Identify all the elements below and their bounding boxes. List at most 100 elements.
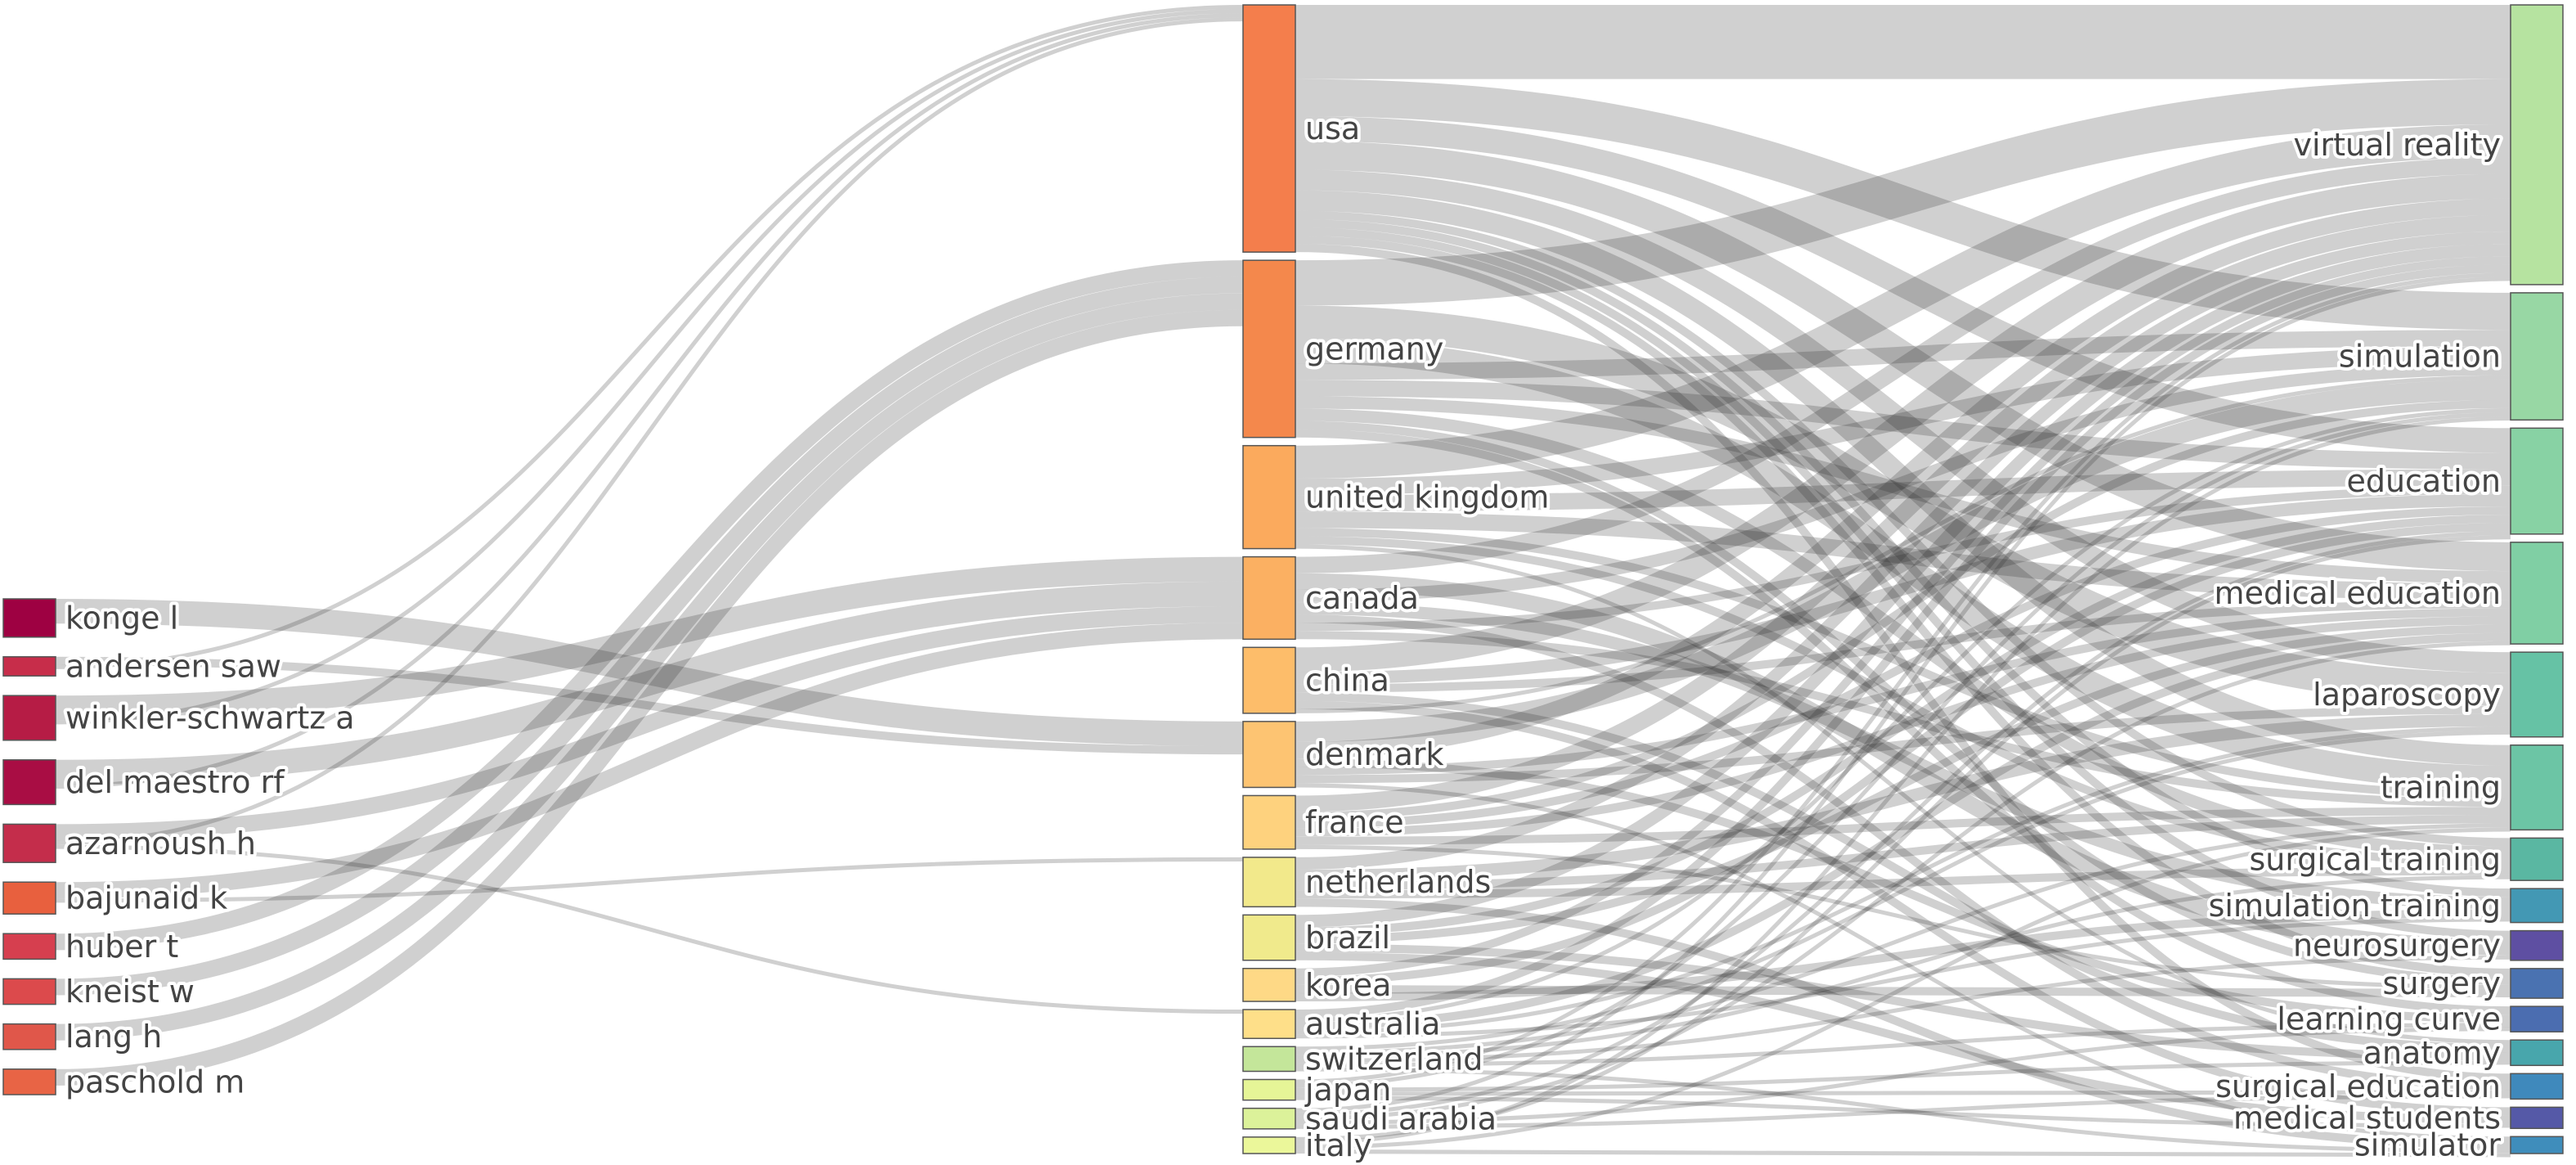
link-saudi-arabia-to-virtual-reality[interactable] — [1295, 277, 2511, 1113]
link-italy-to-simulation[interactable] — [1295, 416, 2511, 1145]
link-germany-to-surgery[interactable] — [1295, 421, 2511, 986]
node-huber-t[interactable] — [2, 933, 56, 960]
link-netherlands-to-training[interactable] — [1295, 815, 2511, 891]
node-andersen-saw[interactable] — [2, 656, 56, 677]
link-germany-to-education[interactable] — [1295, 380, 2511, 470]
node-kneist-w[interactable] — [2, 978, 56, 1005]
node-medical-students[interactable] — [2510, 1106, 2564, 1130]
link-united-kingdom-to-virtual-reality[interactable] — [1295, 124, 2511, 479]
node-united-kingdom[interactable] — [1242, 444, 1296, 550]
node-simulation-training[interactable] — [2510, 888, 2564, 924]
link-switzerland-to-simulator[interactable] — [1295, 1067, 2511, 1154]
link-usa-to-training[interactable] — [1295, 190, 2511, 766]
link-andersen-saw-to-usa[interactable] — [55, 4, 1244, 669]
link-france-to-virtual-reality[interactable] — [1295, 214, 2511, 812]
link-brazil-to-medical-education[interactable] — [1295, 624, 2511, 944]
link-canada-to-simulation-training[interactable] — [1295, 601, 2511, 910]
link-brazil-to-medical-students[interactable] — [1295, 951, 2511, 1124]
link-netherlands-to-surgical-training[interactable] — [1295, 866, 2511, 899]
link-canada-to-virtual-reality[interactable] — [1295, 157, 2511, 574]
link-canada-to-surgical-education[interactable] — [1295, 614, 2511, 1091]
link-azarnoush-h-to-australia[interactable] — [55, 844, 1244, 1014]
link-bajunaid-k-to-netherlands[interactable] — [55, 857, 1244, 903]
node-brazil[interactable] — [1242, 914, 1296, 961]
link-australia-to-medical-education[interactable] — [1295, 632, 2511, 1031]
link-netherlands-to-simulator[interactable] — [1295, 898, 2511, 1149]
link-canada-to-training[interactable] — [1295, 631, 2511, 807]
link-denmark-to-simulator[interactable] — [1295, 783, 2511, 1141]
node-training[interactable] — [2510, 744, 2564, 831]
node-surgery[interactable] — [2510, 968, 2564, 999]
link-huber-t-to-germany[interactable] — [55, 260, 1244, 951]
node-surgical-training[interactable] — [2510, 837, 2564, 881]
link-australia-to-simulation[interactable] — [1295, 407, 2511, 1023]
node-japan[interactable] — [1242, 1078, 1296, 1101]
link-germany-to-medical-education[interactable] — [1295, 396, 2511, 584]
link-canada-to-simulation[interactable] — [1295, 362, 2511, 602]
link-italy-to-simulator[interactable] — [1295, 1149, 2511, 1158]
link-switzerland-to-learning-curve[interactable] — [1295, 1023, 2511, 1068]
node-germany[interactable] — [1242, 259, 1296, 439]
link-winkler-schwartz-a-to-canada[interactable] — [55, 556, 1244, 721]
link-australia-to-simulation-training[interactable] — [1295, 917, 2511, 1039]
link-saudi-arabia-to-medical-education[interactable] — [1295, 641, 2511, 1121]
link-united-kingdom-to-simulation[interactable] — [1295, 346, 2511, 496]
link-konge-l-to-denmark[interactable] — [55, 598, 1244, 747]
node-konge-l[interactable] — [2, 598, 56, 638]
node-winkler-schwartz-a[interactable] — [2, 695, 56, 741]
link-denmark-to-simulation[interactable] — [1295, 379, 2511, 743]
link-china-to-anatomy[interactable] — [1295, 692, 2511, 1053]
link-japan-to-surgical-education[interactable] — [1295, 1090, 2511, 1096]
link-united-kingdom-to-education[interactable] — [1295, 469, 2511, 512]
node-saudi-arabia[interactable] — [1242, 1107, 1296, 1130]
link-japan-to-medical-students[interactable] — [1295, 1095, 2511, 1128]
link-switzerland-to-laparoscopy[interactable] — [1295, 730, 2511, 1051]
link-united-kingdom-to-anatomy[interactable] — [1295, 544, 2511, 1045]
node-bajunaid-k[interactable] — [2, 881, 56, 915]
link-saudi-arabia-to-learning-curve[interactable] — [1295, 1027, 2511, 1125]
link-paschold-m-to-germany[interactable] — [55, 309, 1244, 1086]
link-united-kingdom-to-training[interactable] — [1295, 528, 2511, 799]
link-switzerland-to-surgical-training[interactable] — [1295, 875, 2511, 1059]
link-germany-to-simulation[interactable] — [1295, 330, 2511, 380]
node-surgical-education[interactable] — [2510, 1073, 2564, 1100]
link-germany-to-surgical-training[interactable] — [1295, 408, 2511, 859]
link-azarnoush-h-to-usa[interactable] — [55, 17, 1244, 845]
node-china[interactable] — [1242, 646, 1296, 714]
link-del-maestro-rf-to-usa[interactable] — [55, 13, 1244, 789]
link-usa-to-surgery[interactable] — [1295, 236, 2511, 977]
node-france[interactable] — [1242, 794, 1296, 850]
link-denmark-to-learning-curve[interactable] — [1295, 758, 2511, 1023]
node-simulation[interactable] — [2510, 292, 2564, 421]
link-germany-to-learning-curve[interactable] — [1295, 429, 2511, 1015]
link-korea-to-virtual-reality[interactable] — [1295, 256, 2511, 977]
node-neurosurgery[interactable] — [2510, 929, 2564, 961]
link-winkler-schwartz-a-to-usa[interactable] — [55, 9, 1244, 725]
node-italy[interactable] — [1242, 1136, 1296, 1154]
node-laparoscopy[interactable] — [2510, 651, 2564, 738]
link-france-to-training[interactable] — [1295, 807, 2511, 845]
link-brazil-to-virtual-reality[interactable] — [1295, 244, 2511, 928]
link-canada-to-education[interactable] — [1295, 485, 2511, 632]
link-germany-to-laparoscopy[interactable] — [1295, 305, 2511, 706]
link-brazil-to-anatomy[interactable] — [1295, 943, 2511, 1061]
link-france-to-simulation[interactable] — [1295, 399, 2511, 821]
node-netherlands[interactable] — [1242, 857, 1296, 908]
node-learning-curve[interactable] — [2510, 1005, 2564, 1032]
link-usa-to-medical-education[interactable] — [1295, 141, 2511, 572]
link-usa-to-education[interactable] — [1295, 115, 2511, 453]
link-china-to-medical-students[interactable] — [1295, 700, 2511, 1116]
link-france-to-medical-education[interactable] — [1295, 616, 2511, 837]
link-france-to-surgery[interactable] — [1295, 844, 2511, 990]
node-del-maestro-rf[interactable] — [2, 759, 56, 806]
link-germany-to-training[interactable] — [1295, 338, 2511, 791]
link-australia-to-laparoscopy[interactable] — [1295, 726, 2511, 1035]
node-simulator[interactable] — [2510, 1136, 2564, 1154]
link-usa-to-surgical-training[interactable] — [1295, 210, 2511, 847]
link-denmark-to-virtual-reality[interactable] — [1295, 198, 2511, 759]
link-bajunaid-k-to-canada[interactable] — [55, 623, 1244, 899]
node-denmark[interactable] — [1242, 721, 1296, 789]
link-korea-to-simulation-training[interactable] — [1295, 909, 2511, 1002]
link-korea-to-education[interactable] — [1295, 523, 2511, 985]
link-italy-to-training[interactable] — [1295, 827, 2511, 1149]
